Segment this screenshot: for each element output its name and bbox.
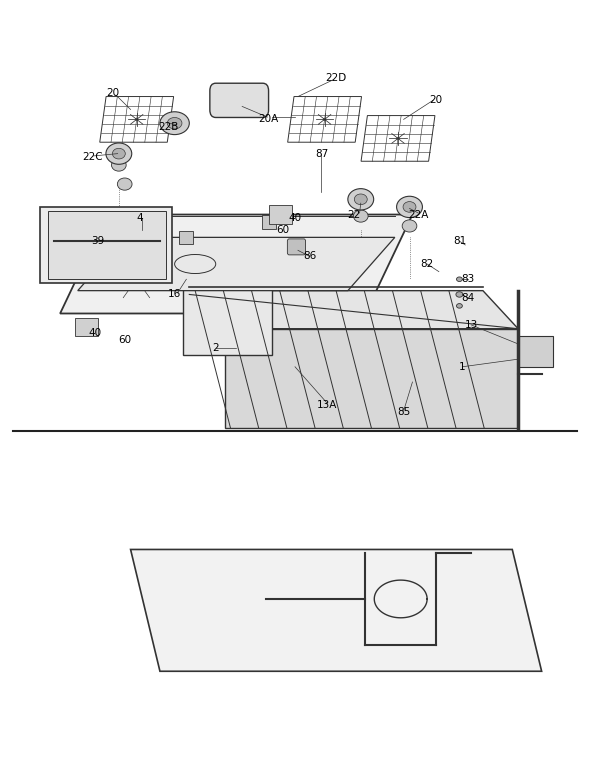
Polygon shape xyxy=(518,336,553,367)
Ellipse shape xyxy=(112,148,125,159)
Polygon shape xyxy=(60,215,412,313)
Polygon shape xyxy=(189,290,518,329)
Bar xyxy=(179,231,194,244)
Text: 40: 40 xyxy=(88,328,102,338)
Text: 85: 85 xyxy=(397,407,410,417)
Text: 13A: 13A xyxy=(317,400,337,410)
Ellipse shape xyxy=(168,118,182,129)
Ellipse shape xyxy=(112,159,126,171)
Ellipse shape xyxy=(456,292,463,297)
Text: 22D: 22D xyxy=(326,73,347,83)
Ellipse shape xyxy=(353,210,368,222)
Polygon shape xyxy=(78,238,395,290)
Polygon shape xyxy=(130,549,542,672)
Text: 60: 60 xyxy=(118,335,131,345)
Text: 39: 39 xyxy=(91,236,105,246)
Text: 13: 13 xyxy=(464,320,478,330)
Ellipse shape xyxy=(117,178,132,190)
Text: 1: 1 xyxy=(459,362,466,372)
Text: 60: 60 xyxy=(277,225,290,235)
Text: 82: 82 xyxy=(421,259,434,269)
Text: 16: 16 xyxy=(168,290,181,299)
Text: 20A: 20A xyxy=(258,115,278,125)
Text: 22B: 22B xyxy=(159,122,179,132)
Text: 22: 22 xyxy=(347,209,360,219)
Text: 20: 20 xyxy=(430,96,442,105)
Text: 2: 2 xyxy=(212,343,219,353)
Text: 83: 83 xyxy=(461,274,475,284)
Polygon shape xyxy=(40,207,172,283)
Ellipse shape xyxy=(457,303,463,308)
Polygon shape xyxy=(183,283,271,355)
Ellipse shape xyxy=(403,202,416,212)
Text: 20: 20 xyxy=(106,88,120,98)
Ellipse shape xyxy=(396,196,422,218)
FancyBboxPatch shape xyxy=(287,239,306,255)
Text: 22A: 22A xyxy=(408,209,428,219)
Ellipse shape xyxy=(106,143,132,164)
Bar xyxy=(75,318,99,336)
Polygon shape xyxy=(225,329,518,428)
Polygon shape xyxy=(48,211,166,279)
Text: 22C: 22C xyxy=(82,153,103,163)
Text: 87: 87 xyxy=(315,149,328,159)
Text: 4: 4 xyxy=(136,213,143,223)
Bar xyxy=(268,206,292,224)
Ellipse shape xyxy=(402,220,417,232)
Bar xyxy=(261,215,276,229)
Ellipse shape xyxy=(160,112,189,134)
Ellipse shape xyxy=(457,277,463,281)
Text: 40: 40 xyxy=(289,213,301,223)
FancyBboxPatch shape xyxy=(210,83,268,118)
Text: 86: 86 xyxy=(303,251,316,261)
Text: 84: 84 xyxy=(461,293,475,303)
Ellipse shape xyxy=(348,189,373,210)
Text: 81: 81 xyxy=(453,236,466,246)
Ellipse shape xyxy=(355,194,367,205)
